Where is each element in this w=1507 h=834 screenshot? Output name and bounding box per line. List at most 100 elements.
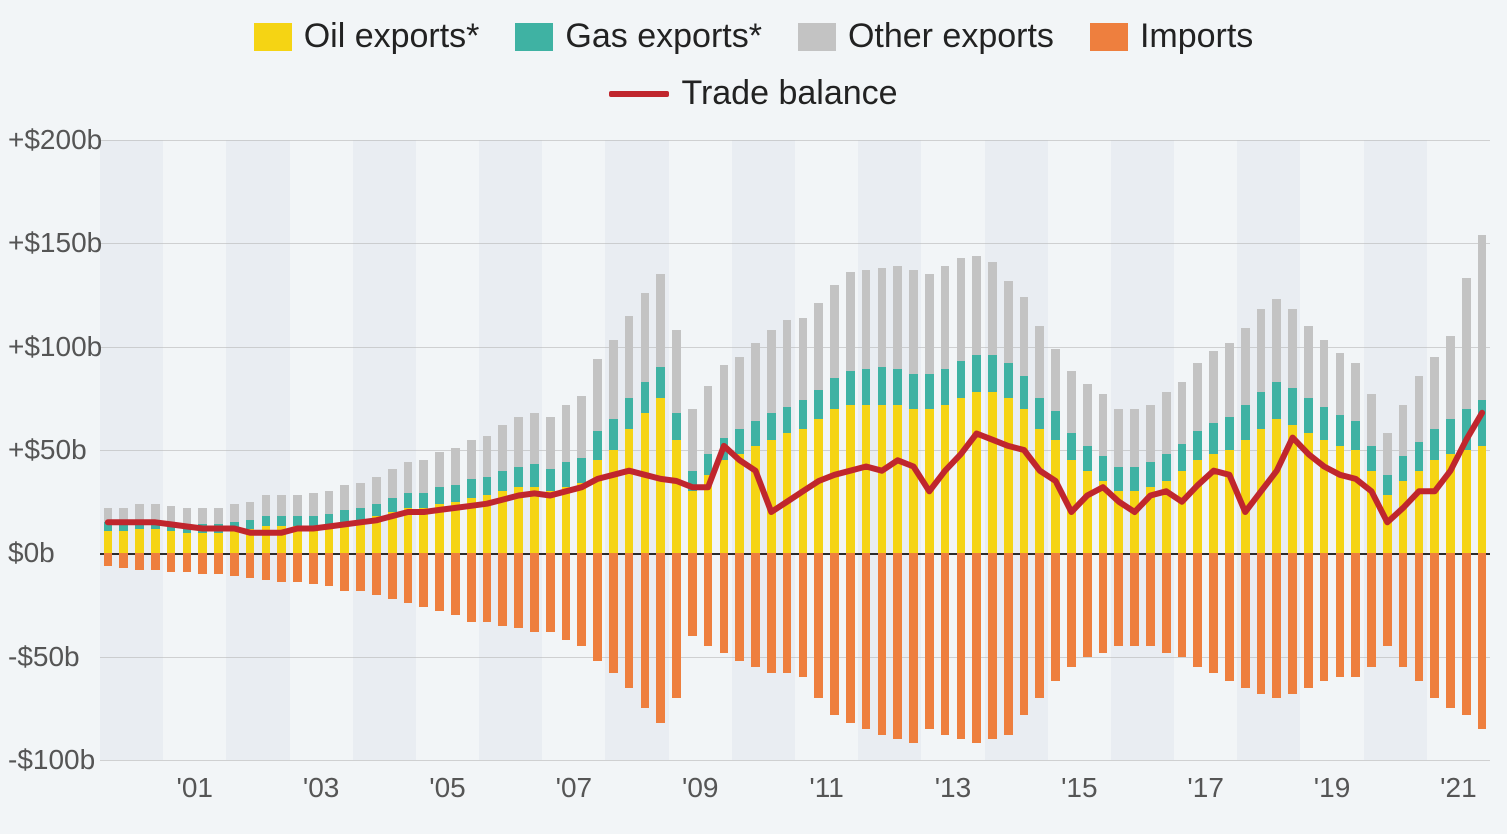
bar-gas <box>530 464 539 487</box>
bar-gas <box>546 469 555 492</box>
bar-oil <box>767 440 776 554</box>
bar-oil <box>1367 471 1376 554</box>
bar-oil <box>925 409 934 554</box>
legend-item-gas: Gas exports* <box>515 14 762 60</box>
bar-gas <box>356 508 365 520</box>
bar-gas <box>1130 467 1139 492</box>
bar-gas <box>735 429 744 454</box>
bar-imports <box>451 553 460 615</box>
bar-gas <box>814 390 823 419</box>
bar-other <box>1146 405 1155 463</box>
bar-other <box>135 504 144 521</box>
trade-chart: Oil exports*Gas exports*Other exportsImp… <box>0 0 1507 834</box>
bar-imports <box>498 553 507 625</box>
bar-other <box>1462 278 1471 408</box>
bar-gas <box>878 367 887 404</box>
bar-oil <box>1209 454 1218 553</box>
bar-other <box>1225 343 1234 417</box>
bar-gas <box>1462 409 1471 450</box>
bar-oil <box>1351 450 1360 553</box>
bar-gas <box>767 413 776 440</box>
x-axis-label: '15 <box>1061 772 1098 804</box>
bar-other <box>957 258 966 361</box>
bar-gas <box>388 498 397 512</box>
bar-imports <box>1020 553 1029 714</box>
y-axis-label: -$50b <box>8 641 80 673</box>
bar-other <box>1367 394 1376 446</box>
legend-swatch-gas <box>515 23 553 51</box>
bar-gas <box>720 438 729 461</box>
bar-imports <box>119 553 128 567</box>
y-axis-label: -$100b <box>8 744 95 776</box>
bar-imports <box>1004 553 1013 735</box>
bar-oil <box>340 522 349 553</box>
bar-other <box>1257 309 1266 392</box>
bar-gas <box>1351 421 1360 450</box>
bar-oil <box>1035 429 1044 553</box>
bar-other <box>1209 351 1218 423</box>
bar-oil <box>246 529 255 554</box>
bar-imports <box>577 553 586 646</box>
bar-oil <box>1383 495 1392 553</box>
bar-imports <box>262 553 271 580</box>
bar-imports <box>688 553 697 636</box>
bar-other <box>720 365 729 437</box>
bar-oil <box>972 392 981 553</box>
bar-gas <box>246 520 255 528</box>
bar-gas <box>1225 417 1234 450</box>
bar-oil <box>1178 471 1187 554</box>
bar-oil <box>214 533 223 554</box>
bar-oil <box>735 454 744 553</box>
bar-other <box>799 318 808 401</box>
bar-imports <box>214 553 223 574</box>
bar-gas <box>688 471 697 492</box>
bar-gas <box>672 413 681 440</box>
bar-oil <box>941 405 950 554</box>
bar-gas <box>419 493 428 507</box>
bar-oil <box>1288 425 1297 553</box>
bar-gas <box>498 471 507 492</box>
bar-oil <box>799 429 808 553</box>
bar-imports <box>593 553 602 660</box>
bar-other <box>167 506 176 523</box>
bar-gas <box>214 524 223 532</box>
bar-other <box>1336 353 1345 415</box>
x-axis-label: '21 <box>1440 772 1477 804</box>
bar-oil <box>704 475 713 554</box>
x-axis-label: '13 <box>935 772 972 804</box>
bar-oil <box>230 531 239 554</box>
bar-oil <box>1430 460 1439 553</box>
bar-oil <box>1193 460 1202 553</box>
bar-oil <box>293 526 302 553</box>
bar-other <box>862 270 871 369</box>
bar-oil <box>1114 491 1123 553</box>
bar-other <box>451 448 460 485</box>
bar-other <box>498 425 507 470</box>
bar-gas <box>704 454 713 475</box>
bar-gas <box>1004 363 1013 398</box>
bar-other <box>419 460 428 493</box>
bar-oil <box>198 533 207 554</box>
bar-imports <box>1209 553 1218 673</box>
bar-other <box>514 417 523 467</box>
bar-gas <box>1304 398 1313 433</box>
bar-other <box>372 477 381 504</box>
bar-imports <box>672 553 681 698</box>
bar-oil <box>957 398 966 553</box>
bar-gas <box>262 516 271 526</box>
bar-other <box>609 340 618 419</box>
bar-imports <box>340 553 349 590</box>
bar-oil <box>1020 409 1029 554</box>
bar-imports <box>1114 553 1123 646</box>
bar-imports <box>293 553 302 582</box>
bar-oil <box>1446 454 1455 553</box>
bar-oil <box>419 508 428 553</box>
bar-other <box>925 274 934 373</box>
bar-gas <box>1336 415 1345 446</box>
bar-imports <box>104 553 113 565</box>
bar-gas <box>577 458 586 483</box>
bar-oil <box>1336 446 1345 553</box>
bar-other <box>1272 299 1281 382</box>
bar-other <box>562 405 571 463</box>
bar-imports <box>1272 553 1281 698</box>
